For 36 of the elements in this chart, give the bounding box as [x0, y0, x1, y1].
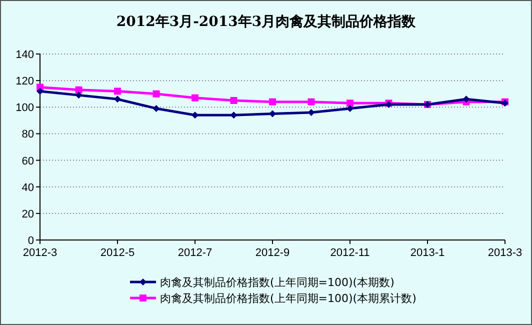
- point: [269, 110, 276, 118]
- point: [346, 100, 354, 107]
- point: [308, 98, 315, 106]
- x-tick-label: 2013-3: [488, 247, 522, 259]
- x-tick-label: 2012-3: [22, 247, 58, 259]
- x-tick-label: 2012-7: [178, 247, 212, 259]
- x-tick-label: 2012-11: [330, 247, 370, 259]
- point: [36, 88, 44, 95]
- point: [192, 94, 198, 102]
- x-tick-label: 2012-5: [100, 247, 135, 259]
- y-tick-label: 140: [16, 49, 34, 61]
- x-tick-label: 2012-9: [255, 247, 290, 259]
- y-tick-label: 80: [22, 128, 34, 141]
- x-tick-label: 2013-1: [410, 247, 445, 259]
- point: [230, 97, 238, 104]
- point: [192, 112, 198, 119]
- point: [75, 92, 82, 99]
- y-tick-label: 100: [16, 102, 34, 114]
- point: [269, 98, 276, 106]
- point: [308, 108, 315, 116]
- point: [114, 88, 121, 95]
- legend-label: 肉禽及其制品价格指数(上年同期=100)(本期数): [160, 276, 394, 289]
- y-tick-label: 60: [22, 155, 34, 168]
- point: [75, 86, 82, 94]
- point: [230, 112, 238, 119]
- point: [346, 104, 354, 112]
- point: [462, 96, 470, 103]
- point: [152, 90, 160, 98]
- y-tick-label: 20: [22, 208, 34, 220]
- y-tick-label: 0: [28, 235, 34, 247]
- y-tick-label: 120: [16, 76, 34, 88]
- legend-label: 肉禽及其制品价格指数(上年同期=100)(本期累计数): [160, 292, 416, 305]
- point: [114, 96, 121, 103]
- point: [152, 104, 160, 112]
- chart-title: 2012年3月-2013年3月肉禽及其制品价格指数: [116, 14, 417, 30]
- y-tick-label: 40: [22, 182, 34, 194]
